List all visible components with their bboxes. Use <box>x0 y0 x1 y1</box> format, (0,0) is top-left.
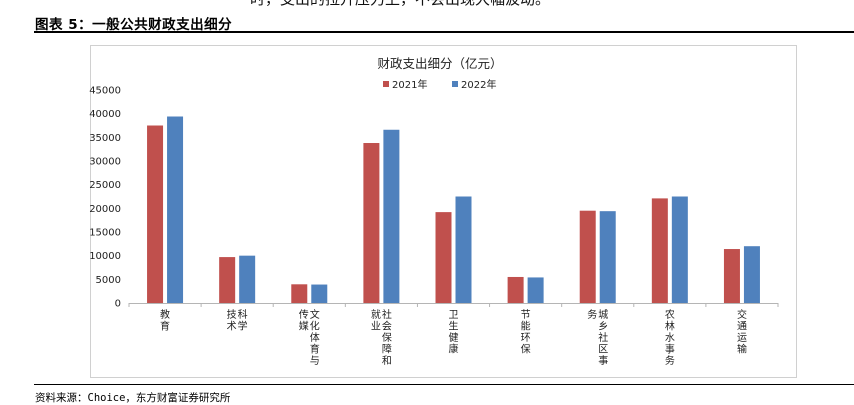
y-tick-label: 30000 <box>89 157 121 168</box>
x-category-label: 社会保障和 <box>382 308 392 367</box>
legend-swatch-2022年 <box>452 81 458 87</box>
bar-2021年-科学技术 <box>219 257 236 303</box>
x-category-label: 城乡社区事 <box>598 309 608 367</box>
bar-2022年-城乡社区事务 <box>599 211 616 303</box>
x-category-label: 节能环保 <box>521 309 531 356</box>
y-tick-label: 35000 <box>89 133 121 144</box>
bar-2022年-教育 <box>167 116 184 303</box>
bar-2021年-节能环保 <box>507 276 524 303</box>
cut-off-body-text: 时，支出的拉升压力上，不会出现大幅波动。 <box>250 0 650 8</box>
x-category-label: 文化体育与 <box>310 308 320 367</box>
bar-2022年-交通运输 <box>743 246 760 303</box>
bar-2021年-教育 <box>147 125 164 303</box>
chart-frame <box>90 45 797 378</box>
chart-title: 财政支出细分（亿元） <box>377 56 502 71</box>
x-category-label: 就业 <box>371 308 381 333</box>
bar-2022年-文化体育与传媒 <box>311 284 328 303</box>
bar-2022年-卫生健康 <box>455 196 472 303</box>
x-category-label: 交通运输 <box>737 308 747 356</box>
x-category-label: 教育 <box>160 308 170 333</box>
y-tick-label: 25000 <box>89 180 121 191</box>
y-tick-label: 15000 <box>89 228 121 239</box>
bar-2021年-城乡社区事务 <box>579 210 596 303</box>
x-category-label: 农林水事务 <box>665 308 675 367</box>
x-category-label: 技术 <box>227 308 237 333</box>
source-rule <box>34 384 854 385</box>
legend-label: 2022年 <box>461 78 496 91</box>
y-tick-label: 45000 <box>89 86 121 97</box>
legend-label: 2021年 <box>392 78 427 91</box>
y-tick-label: 0 <box>115 299 121 310</box>
bar-2021年-卫生健康 <box>435 212 452 303</box>
x-category-label: 传媒 <box>299 309 309 333</box>
bar-2021年-交通运输 <box>723 249 740 303</box>
x-category-label: 务 <box>587 308 597 321</box>
y-tick-label: 20000 <box>89 204 121 215</box>
bar-2021年-文化体育与传媒 <box>291 284 308 303</box>
bar-2021年-农林水事务 <box>651 198 668 303</box>
bar-2022年-农林水事务 <box>671 196 688 303</box>
y-tick-label: 40000 <box>89 109 121 120</box>
legend-swatch-2021年 <box>383 81 389 87</box>
figure-title: 图表 5：一般公共财政支出细分 <box>35 17 233 33</box>
source-note: 资料来源：Choice，东方财富证券研究所 <box>35 392 231 404</box>
bar-2022年-节能环保 <box>527 277 544 303</box>
y-tick-label: 10000 <box>89 251 121 262</box>
y-tick-label: 5000 <box>96 275 121 286</box>
bar-2022年-社会保障和就业 <box>383 129 400 303</box>
x-category-label: 科学 <box>238 308 248 333</box>
bar-2022年-科学技术 <box>239 255 256 303</box>
x-category-label: 卫生健康 <box>449 310 459 356</box>
bar-2021年-社会保障和就业 <box>363 143 380 303</box>
title-rule <box>34 31 854 33</box>
